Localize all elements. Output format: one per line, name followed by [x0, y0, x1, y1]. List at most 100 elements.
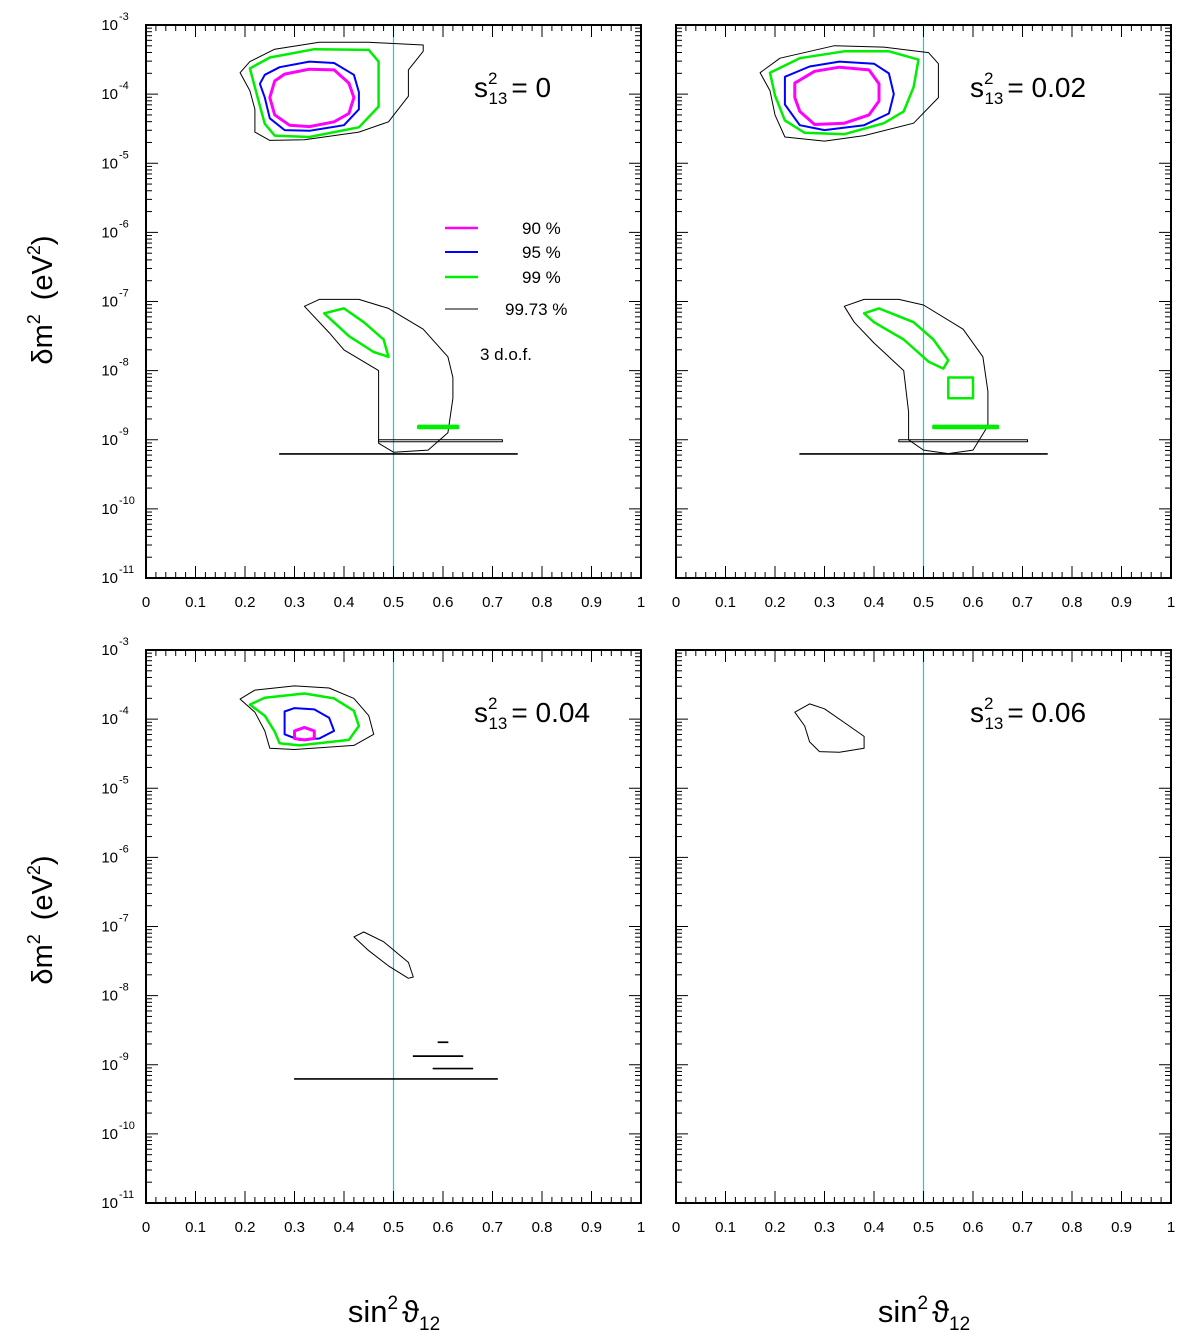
y-axis-label-top: δm2(eV2)	[24, 235, 59, 364]
xlabel-sub: 12	[419, 1314, 440, 1334]
x-tick-label: 0.2	[235, 594, 256, 611]
contour-90	[268, 67, 356, 129]
contour-9973	[353, 931, 414, 979]
contour-95	[258, 60, 360, 132]
contour-9973	[843, 298, 989, 455]
x-tick-label: 0	[672, 1219, 680, 1236]
x-tick-label: 1	[637, 1219, 645, 1236]
contour-9973	[799, 453, 1048, 455]
x-tick-label: 0.5	[913, 594, 934, 611]
ylabel-unit: (eV	[27, 254, 59, 300]
contour-9973	[294, 1078, 498, 1080]
x-tick-label: 0.1	[185, 1219, 206, 1236]
y-tick-exponent: -3	[119, 11, 129, 23]
x-tick-label: 0.9	[1111, 594, 1132, 611]
x-tick-label: 0.4	[864, 594, 885, 611]
ylabel-sup: 2	[24, 314, 44, 324]
ylabel-sup: 2	[24, 934, 44, 944]
x-tick-label: 0.4	[864, 1219, 885, 1236]
xlabel-theta: ϑ	[932, 1294, 949, 1329]
legend-label-90: 90 %	[522, 219, 561, 238]
x-tick-label: 0.4	[334, 594, 355, 611]
panel-bottom-right: 0 0.1 0.2 0.3 0.4 0.5 0.6 0.7 0.8 0.9 1 s2 13 = 0.06	[672, 649, 1175, 1236]
contour-9973	[898, 439, 1028, 443]
contour-9973	[437, 1041, 449, 1044]
y-tick-label: 10	[101, 988, 118, 1005]
x-tick-label: 0.5	[913, 1219, 934, 1236]
x-tick-label: 0.7	[482, 594, 503, 611]
svg-text:δm2(eV2): δm2(eV2)	[24, 235, 59, 364]
y-tick-exponent: -9	[119, 426, 129, 438]
contour-95	[283, 707, 336, 741]
xlabel-theta: ϑ	[402, 1294, 419, 1329]
ylabel-unit-sup: 2	[24, 865, 44, 875]
contour-9973	[303, 298, 454, 453]
x-tick-label: 0.4	[334, 1219, 355, 1236]
y-tick-exponent: -4	[119, 705, 129, 717]
y-tick-label: 10	[101, 919, 118, 936]
x-tick-label: 0.8	[1062, 1219, 1083, 1236]
s13-label: s2 13 = 0.04	[474, 694, 590, 733]
x-tick-label: 0.3	[284, 1219, 305, 1236]
ylabel-main: δm	[27, 944, 59, 984]
svg-text:δm2(eV2): δm2(eV2)	[24, 855, 59, 984]
y-tick-exponent: -5	[119, 774, 129, 786]
y-tick-label: 10	[101, 432, 118, 449]
xlabel-sub: 12	[949, 1314, 970, 1334]
x-tick-label: 0.2	[235, 1219, 256, 1236]
y-tick-exponent: -7	[119, 288, 129, 300]
contour-90	[293, 725, 316, 742]
contour-9973	[759, 45, 939, 142]
y-tick-exponent: -7	[119, 913, 129, 925]
contour-99	[932, 424, 1000, 430]
y-tick-exponent: -11	[119, 564, 134, 576]
y-tick-label: 10	[101, 86, 118, 103]
ylabel-main: δm	[27, 324, 59, 364]
ylabel-close: )	[27, 855, 59, 865]
y-tick-label: 10	[101, 17, 118, 34]
x-tick-label: 0.1	[715, 1219, 736, 1236]
y-tick-exponent: -10	[119, 495, 135, 507]
ylabel-unit-sup: 2	[24, 245, 44, 255]
contour-99	[248, 692, 361, 747]
x-tick-label: 0.2	[765, 594, 786, 611]
y-tick-exponent: -10	[119, 1120, 135, 1132]
contour-9973	[412, 1055, 464, 1057]
y-tick-label: 10	[101, 1126, 118, 1143]
xlabel-main: sin	[878, 1294, 918, 1329]
y-tick-label: 10	[101, 711, 118, 728]
x-tick-label: 0.7	[1012, 594, 1033, 611]
s13-label: s2 13 = 0.02	[970, 69, 1086, 108]
y-tick-exponent: -11	[119, 1189, 134, 1201]
y-tick-label: 10	[101, 363, 118, 380]
contour-95	[783, 60, 895, 132]
y-tick-label: 10	[101, 1057, 118, 1074]
y-tick-exponent: -6	[119, 843, 129, 855]
contour-9973	[432, 1067, 474, 1070]
x-tick-label: 0.9	[581, 1219, 602, 1236]
panel-top-left: 0 0.1 0.2 0.3 0.4 0.5 0.6 0.7 0.8 0.9 110 -310 -410-…	[101, 11, 645, 611]
y-tick-label: 10	[101, 1195, 118, 1212]
contour-99	[862, 307, 950, 370]
y-tick-label: 10	[101, 570, 118, 587]
y-axis-label-bottom: δm2(eV2)	[24, 855, 59, 984]
x-tick-label: 0	[142, 1219, 150, 1236]
x-tick-label: 0	[672, 594, 680, 611]
x-tick-label: 0.8	[532, 1219, 553, 1236]
x-tick-label: 0.6	[963, 594, 984, 611]
legend-note-dof: 3 d.o.f.	[480, 345, 532, 364]
legend: 90 % 95 % 99 % 99.73 % 3 d.o.f.	[445, 219, 567, 364]
ylabel-unit: (eV	[27, 874, 59, 920]
ylabel-close: )	[27, 235, 59, 245]
x-axis-label-left: sin2 ϑ12	[348, 1293, 440, 1334]
x-tick-label: 0.3	[814, 594, 835, 611]
x-tick-label: 0.8	[1062, 594, 1083, 611]
y-tick-label: 10	[101, 501, 118, 518]
xlabel-sup: 2	[387, 1293, 398, 1314]
x-tick-label: 0.6	[433, 1219, 454, 1236]
x-tick-label: 0.9	[1111, 1219, 1132, 1236]
legend-label-99: 99 %	[522, 268, 561, 287]
x-tick-label: 0.6	[963, 1219, 984, 1236]
